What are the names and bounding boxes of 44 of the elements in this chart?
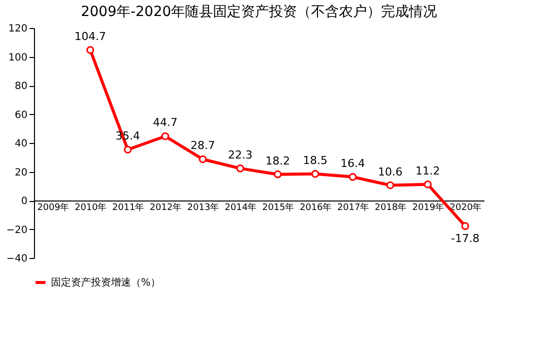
legend-label: 固定资产投资增速（%） <box>51 276 161 288</box>
point <box>124 146 132 154</box>
point <box>311 170 320 178</box>
data-label: 11.2 <box>416 164 440 178</box>
data-label: 104.7 <box>74 30 106 43</box>
point <box>86 46 94 54</box>
x-tick-label: 2018年 <box>374 202 407 213</box>
point <box>198 155 207 164</box>
x-tick-label: 2019年 <box>412 202 444 213</box>
data-label: 18.5 <box>303 154 328 167</box>
x-tick-label: 2020年 <box>450 202 482 213</box>
data-label: -17.8 <box>451 232 480 246</box>
chart-title: 2009年-2020年随县固定资产投资（不含农户）完成情况 <box>80 4 438 20</box>
data-label: 18.2 <box>266 154 290 168</box>
point <box>236 164 244 172</box>
point <box>461 222 470 230</box>
y-tick-label: 80 <box>14 81 28 92</box>
y-tick-label: −20 <box>6 224 28 236</box>
x-tick-label: 2012年 <box>150 202 182 213</box>
point <box>274 170 282 178</box>
x-tick-label: 2015年 <box>262 202 294 213</box>
x-tick-label: 2014年 <box>224 202 257 213</box>
point <box>161 132 170 140</box>
point <box>348 173 357 181</box>
x-tick-label: 2017年 <box>337 202 370 213</box>
data-label: 28.7 <box>190 139 215 152</box>
point <box>386 181 394 190</box>
y-tick-label: 0 <box>21 196 28 207</box>
x-tick-label: 2011年 <box>112 202 144 213</box>
data-label: 44.7 <box>153 116 178 130</box>
y-tick-label: −40 <box>6 254 28 264</box>
data-label: 16.4 <box>340 156 365 170</box>
y-tick-label: 100 <box>8 52 28 64</box>
point <box>424 180 432 188</box>
x-tick-label: 2009年 <box>37 202 70 213</box>
data-label: 22.3 <box>228 148 252 162</box>
y-tick-label: 120 <box>8 24 28 34</box>
y-tick-label: 40 <box>14 138 28 150</box>
y-tick-label: 60 <box>14 110 28 121</box>
x-tick-label: 2013年 <box>187 202 220 213</box>
data-label: 10.6 <box>378 165 402 178</box>
y-tick-label: 20 <box>14 167 28 178</box>
x-tick-label: 2016年 <box>300 202 332 213</box>
x-tick-label: 2010年 <box>74 202 107 213</box>
